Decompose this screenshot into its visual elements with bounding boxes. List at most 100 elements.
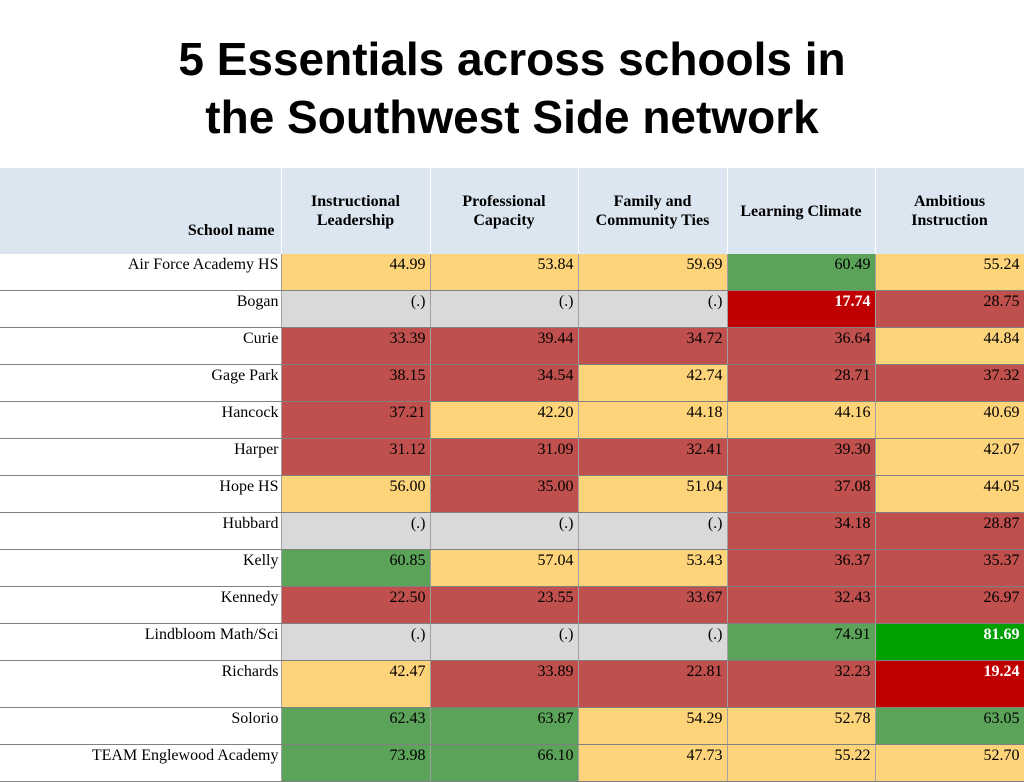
table-row: Richards 42.47 33.89 22.81 32.23 19.24 [0,660,1024,708]
header-row: School name Instructional Leadership Pro… [0,168,1024,254]
score-cell: 53.84 [430,254,579,291]
table-row: Hope HS 56.00 35.00 51.04 37.08 44.05 [0,475,1024,513]
school-name-cell: Hope HS [0,475,282,513]
score-cell: (.) [578,623,728,661]
school-name-cell: Gage Park [0,364,282,402]
score-cell: 63.87 [430,707,579,745]
score-cell: 40.69 [875,401,1024,439]
score-cell: 36.37 [727,549,876,587]
score-cell: 44.18 [578,401,728,439]
slide-title: 5 Essentials across schools in the South… [0,30,1024,146]
essentials-table: School name Instructional Leadership Pro… [0,168,1024,782]
score-cell: 38.15 [281,364,431,402]
score-cell: 62.43 [281,707,431,745]
score-cell: 60.49 [727,254,876,291]
score-cell: 37.21 [281,401,431,439]
slide-title-line-2: the Southwest Side network [205,91,819,143]
table-row: Solorio 62.43 63.87 54.29 52.78 63.05 [0,707,1024,745]
score-cell: 35.00 [430,475,579,513]
slide-title-line-1: 5 Essentials across schools in [178,33,846,85]
score-cell: (.) [430,623,579,661]
school-name-cell: Hancock [0,401,282,439]
table-row: Curie 33.39 39.44 34.72 36.64 44.84 [0,327,1024,365]
score-cell: 17.74 [727,290,876,328]
score-cell: 73.98 [281,744,431,782]
score-cell: 39.30 [727,438,876,476]
score-cell: 81.69 [875,623,1024,661]
school-name-cell: Lindbloom Math/Sci [0,623,282,661]
score-cell: 37.32 [875,364,1024,402]
score-cell: (.) [430,512,579,550]
score-cell: 33.89 [430,660,579,708]
score-cell: 74.91 [727,623,876,661]
score-cell: (.) [281,512,431,550]
score-cell: 32.23 [727,660,876,708]
table-row: Hubbard (.) (.) (.) 34.18 28.87 [0,512,1024,550]
score-cell: 44.05 [875,475,1024,513]
score-cell: 57.04 [430,549,579,587]
score-cell: 44.16 [727,401,876,439]
score-cell: 53.43 [578,549,728,587]
table-body: Air Force Academy HS 44.99 53.84 59.69 60.49… [0,254,1024,782]
score-cell: 51.04 [578,475,728,513]
score-cell: 22.50 [281,586,431,624]
school-name-cell: Air Force Academy HS [0,254,282,291]
score-cell: 28.71 [727,364,876,402]
score-cell: 19.24 [875,660,1024,708]
score-cell: (.) [578,290,728,328]
table-row: Kelly 60.85 57.04 53.43 36.37 35.37 [0,549,1024,587]
score-cell: 34.72 [578,327,728,365]
score-cell: 42.20 [430,401,579,439]
column-header-school-name: School name [0,168,282,254]
school-name-cell: Richards [0,660,282,708]
score-cell: 54.29 [578,707,728,745]
score-cell: 59.69 [578,254,728,291]
score-cell: 39.44 [430,327,579,365]
score-cell: 33.67 [578,586,728,624]
score-cell: (.) [578,512,728,550]
table-row: Harper 31.12 31.09 32.41 39.30 42.07 [0,438,1024,476]
column-header-family-community-ties: Family and Community Ties [578,168,728,254]
score-cell: 47.73 [578,744,728,782]
score-cell: 56.00 [281,475,431,513]
school-name-cell: Harper [0,438,282,476]
table-row: TEAM Englewood Academy 73.98 66.10 47.73 55.… [0,744,1024,782]
score-cell: 31.12 [281,438,431,476]
score-cell: 23.55 [430,586,579,624]
score-cell: 28.75 [875,290,1024,328]
school-name-cell: Hubbard [0,512,282,550]
score-cell: 36.64 [727,327,876,365]
score-cell: 31.09 [430,438,579,476]
score-cell: 37.08 [727,475,876,513]
score-cell: 63.05 [875,707,1024,745]
score-cell: 52.70 [875,744,1024,782]
score-cell: 52.78 [727,707,876,745]
score-cell: 32.43 [727,586,876,624]
table-row: Kennedy 22.50 23.55 33.67 32.43 26.97 [0,586,1024,624]
score-cell: 55.24 [875,254,1024,291]
score-cell: 60.85 [281,549,431,587]
school-name-cell: Kennedy [0,586,282,624]
school-name-cell: Solorio [0,707,282,745]
score-cell: 42.74 [578,364,728,402]
school-name-cell: TEAM Englewood Academy [0,744,282,782]
column-header-professional-capacity: Professional Capacity [430,168,579,254]
score-cell: 42.07 [875,438,1024,476]
score-cell: 44.84 [875,327,1024,365]
score-cell: 26.97 [875,586,1024,624]
school-name-cell: Kelly [0,549,282,587]
score-cell: (.) [281,623,431,661]
score-cell: 22.81 [578,660,728,708]
school-name-cell: Curie [0,327,282,365]
table-row: Hancock 37.21 42.20 44.18 44.16 40.69 [0,401,1024,439]
table-row: Air Force Academy HS 44.99 53.84 59.69 60.49… [0,254,1024,291]
score-cell: (.) [281,290,431,328]
table-row: Gage Park 38.15 34.54 42.74 28.71 37.32 [0,364,1024,402]
school-name-cell: Bogan [0,290,282,328]
column-header-instructional-leadership: Instructional Leadership [281,168,431,254]
column-header-learning-climate: Learning Climate [727,168,876,254]
score-cell: 66.10 [430,744,579,782]
score-cell: 44.99 [281,254,431,291]
table-row: Lindbloom Math/Sci (.) (.) (.) 74.91 81.69 [0,623,1024,661]
score-cell: 32.41 [578,438,728,476]
